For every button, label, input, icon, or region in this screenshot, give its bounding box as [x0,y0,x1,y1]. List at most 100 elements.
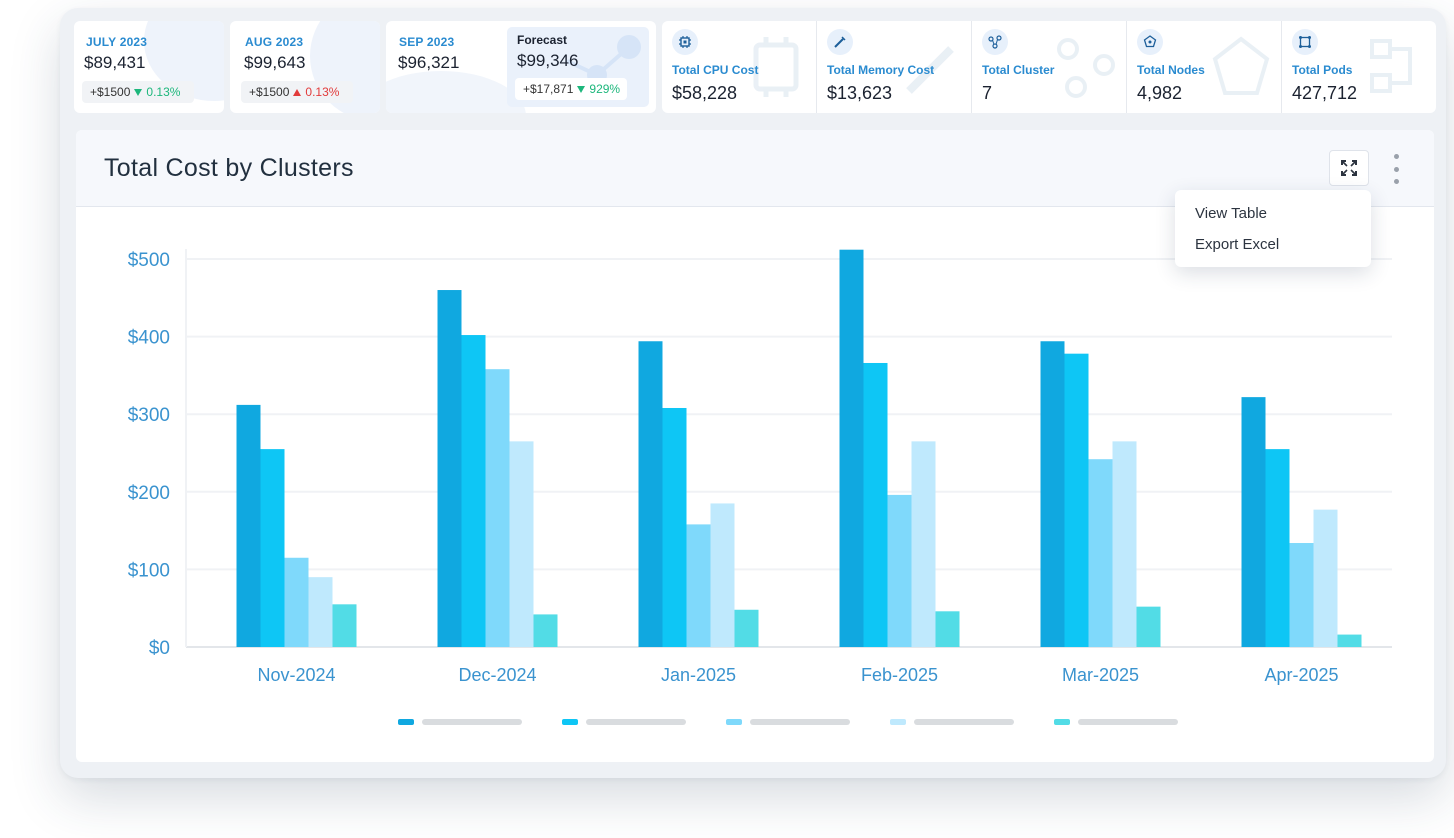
y-tick-label: $400 [128,328,170,349]
y-tick-label: $0 [149,638,170,659]
bar [911,441,936,647]
metric-label: Total Memory Cost [827,63,935,77]
kpi-card-july[interactable]: JULY 2023 $89,431 +$1500 0.13% [74,21,224,113]
kpi-card-sep[interactable]: SEP 2023 $96,321 Forecast $99,346 +$17,8… [386,21,656,113]
nodes-watermark-icon [1212,36,1270,95]
options-menu: View Table Export Excel [1175,190,1371,267]
kpi-amount: $96,321 [398,53,460,72]
bar [1265,449,1290,647]
bar [662,407,687,647]
metric-value: $13,623 [827,83,893,103]
kpi-card-aug[interactable]: AUG 2023 $99,643 +$1500 0.13% [230,21,380,113]
y-tick-label: $100 [128,560,170,581]
bar [887,494,912,647]
bar [1064,353,1089,647]
metric-label: Total Pods [1292,63,1353,77]
expand-button[interactable] [1329,150,1369,186]
memory-watermark-icon [906,46,954,94]
cpu-icon [672,29,698,55]
bar [638,341,663,647]
forecast-box[interactable]: Forecast $99,346 +$17,871 929% [507,27,649,107]
bar [308,577,333,647]
metric-label: Total Cluster [982,63,1055,77]
kpi-amount: $89,431 [84,53,146,72]
trend-up-icon [293,88,302,96]
bar [437,290,462,647]
menu-item-export-excel[interactable]: Export Excel [1195,236,1280,253]
x-tick-label: Dec-2024 [458,665,536,685]
legend-label-placeholder [750,719,850,725]
kpi-month: JULY 2023 [86,35,148,49]
menu-item-view-table[interactable]: View Table [1195,205,1267,222]
bar [1112,441,1137,647]
kpi-month: SEP 2023 [399,35,455,49]
bar [734,609,759,647]
y-tick-label: $200 [128,483,170,504]
bar-chart: $0 $100 $200 $300 $400 $500 Nov-2024 Dec-2024 Ja… [128,249,1392,725]
bar [1337,634,1362,647]
legend-label-placeholder [422,719,522,725]
metric-value: 4,982 [1137,83,1183,103]
more-options-icon[interactable] [1388,154,1404,184]
forecast-delta: +$17,871 [523,82,574,96]
forecast-change-chip: +$17,871 929% [515,78,627,100]
bar [1088,459,1113,647]
bar [485,369,510,647]
total-cost-chart: $0 $100 $200 $300 $400 $500 Nov-2024 Dec-2024 Ja… [76,208,1434,762]
legend-swatch [562,719,578,725]
pods-icon [1292,29,1318,55]
metric-label: Total Nodes [1137,63,1205,77]
cluster-watermark-icon [1057,38,1115,98]
metric-value: 7 [982,83,993,103]
metric-cluster[interactable]: Total Cluster 7 [972,21,1127,113]
forecast-percent: 929% [589,82,621,96]
metric-label: Total CPU Cost [672,63,759,77]
memory-icon [827,29,853,55]
bar [863,362,888,647]
kpi-delta: +$1500 [249,85,290,99]
legend-label-placeholder [586,719,686,725]
bar [1040,341,1065,647]
legend-label-placeholder [1078,719,1178,725]
kpi-delta: +$1500 [90,85,131,99]
x-tick-label: Nov-2024 [257,665,335,685]
bar [236,404,261,647]
nodes-icon [1137,29,1163,55]
kpi-change-chip: +$1500 0.13% [82,81,194,103]
metric-nodes[interactable]: Total Nodes 4,982 [1127,21,1282,113]
forecast-amount: $99,346 [517,51,579,70]
bar [1289,543,1314,647]
bar [533,614,558,647]
bar [935,611,960,647]
metric-memory-cost[interactable]: Total Memory Cost $13,623 [817,21,972,113]
expand-icon [1341,160,1357,176]
x-tick-label: Mar-2025 [1062,665,1139,685]
cpu-watermark-icon [753,37,799,97]
bar [839,249,864,648]
kpi-percent: 0.13% [146,85,181,99]
kpi-change-chip: +$1500 0.13% [241,81,353,103]
metric-pods[interactable]: Total Pods 427,712 [1282,21,1436,113]
bar [509,441,534,647]
bar [1136,606,1161,647]
legend-swatch [398,719,414,725]
bar [1241,397,1266,647]
bar [332,604,357,647]
metrics-strip: Total CPU Cost $58,228 Total Memory Cost… [662,21,1436,113]
metric-cpu-cost[interactable]: Total CPU Cost $58,228 [662,21,817,113]
card-decoration [386,71,526,113]
kpi-percent: 0.13% [305,85,340,99]
bar [710,503,735,647]
x-tick-label: Jan-2025 [661,665,736,685]
bar [260,449,285,647]
bar [284,557,309,647]
kpi-amount: $99,643 [244,53,306,72]
metric-value: $58,228 [672,83,738,103]
legend-swatch [890,719,906,725]
trend-down-icon [577,85,586,93]
panel-title: Total Cost by Clusters [104,154,354,182]
legend-label-placeholder [914,719,1014,725]
bar [1313,509,1338,647]
y-tick-label: $300 [128,405,170,426]
cluster-icon [982,29,1008,55]
